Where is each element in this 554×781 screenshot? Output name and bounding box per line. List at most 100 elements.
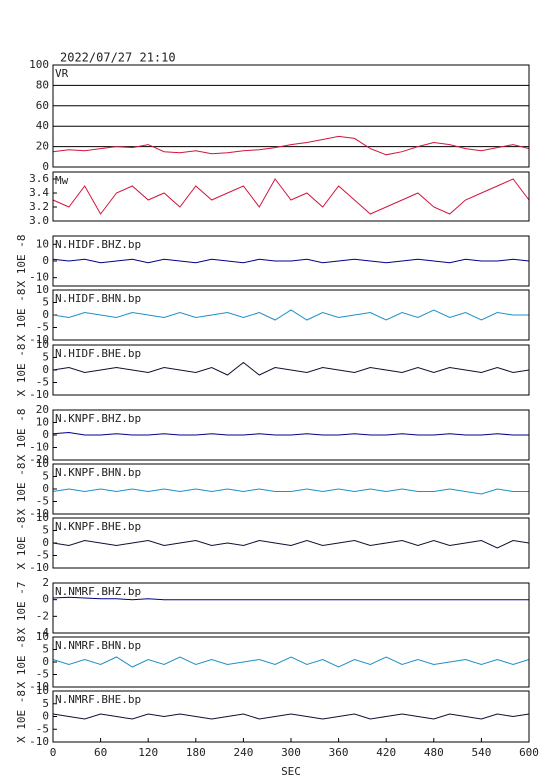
series-line bbox=[52, 135, 530, 156]
y-axis-label: X 10E -8 bbox=[15, 344, 28, 397]
x-tick-label: 360 bbox=[329, 746, 349, 759]
y-tick-label: 5 bbox=[42, 643, 49, 656]
panel-label: N.HIDF.BHE.bp bbox=[55, 347, 141, 360]
panel-frame bbox=[52, 289, 530, 341]
x-tick-label: 240 bbox=[233, 746, 253, 759]
panel-frame bbox=[52, 463, 530, 515]
y-tick-label: -10 bbox=[29, 388, 49, 401]
y-tick-label: 5 bbox=[42, 470, 49, 483]
y-tick-label: 10 bbox=[36, 457, 49, 470]
y-tick-label: 0 bbox=[42, 308, 49, 321]
y-axis-label: X 10E -8 bbox=[15, 636, 28, 689]
x-tick-label: 540 bbox=[471, 746, 491, 759]
y-tick-label: 0 bbox=[42, 710, 49, 723]
panel-label: VR bbox=[55, 67, 69, 80]
y-tick-label: 5 bbox=[42, 351, 49, 364]
y-tick-label: -10 bbox=[29, 561, 49, 574]
y-tick-label: -5 bbox=[36, 376, 49, 389]
y-tick-label: 20 bbox=[36, 403, 49, 416]
y-tick-label: -10 bbox=[29, 507, 49, 520]
y-tick-label: 10 bbox=[36, 630, 49, 643]
panel-frame bbox=[52, 64, 530, 168]
y-tick-label: 10 bbox=[36, 511, 49, 524]
y-axis-label: X 10E -8 bbox=[15, 289, 28, 342]
y-tick-label: -5 bbox=[36, 321, 49, 334]
y-tick-label: 60 bbox=[36, 99, 49, 112]
y-tick-label: -10 bbox=[29, 271, 49, 284]
panel-label: N.KNPF.BHN.bp bbox=[55, 466, 141, 479]
y-axis-label: X 10E -8 bbox=[15, 409, 28, 462]
y-tick-label: 5 bbox=[42, 524, 49, 537]
y-tick-label: 80 bbox=[36, 78, 49, 91]
y-tick-label: 3.6 bbox=[29, 172, 49, 185]
series-line bbox=[52, 258, 530, 264]
y-tick-label: -10 bbox=[29, 441, 49, 454]
y-tick-label: 0 bbox=[42, 254, 49, 267]
y-tick-label: -10 bbox=[29, 333, 49, 346]
y-tick-label: 10 bbox=[36, 237, 49, 250]
y-tick-label: 40 bbox=[36, 119, 49, 132]
x-tick-label: 60 bbox=[94, 746, 107, 759]
y-tick-label: 10 bbox=[36, 684, 49, 697]
y-tick-label: -5 bbox=[36, 549, 49, 562]
panel-frame bbox=[52, 235, 530, 287]
series-line bbox=[52, 431, 529, 436]
panel-frame bbox=[52, 582, 530, 634]
x-tick-label: 120 bbox=[138, 746, 158, 759]
y-tick-label: 0 bbox=[42, 536, 49, 549]
y-tick-label: -2 bbox=[36, 609, 49, 622]
x-tick-label: 180 bbox=[186, 746, 206, 759]
y-tick-label: 10 bbox=[36, 283, 49, 296]
series-line bbox=[52, 309, 529, 321]
x-tick-label: 300 bbox=[281, 746, 301, 759]
y-tick-label: -10 bbox=[29, 680, 49, 693]
y-axis-label: X 10E -7 bbox=[15, 582, 28, 635]
panel-label: N.NMRF.BHN.bp bbox=[55, 639, 141, 652]
panel-label: N.KNPF.BHZ.bp bbox=[55, 412, 141, 425]
y-tick-label: 2 bbox=[42, 576, 49, 589]
y-tick-label: 0 bbox=[42, 160, 49, 173]
panel-frame bbox=[52, 344, 530, 396]
y-tick-label: 3.4 bbox=[29, 186, 49, 199]
y-axis-label: X 10E -8 bbox=[15, 690, 28, 743]
y-tick-label: 100 bbox=[29, 58, 49, 71]
panel-frame bbox=[52, 409, 530, 461]
x-tick-label: 600 bbox=[519, 746, 539, 759]
panel-label: N.HIDF.BHN.bp bbox=[55, 292, 141, 305]
y-tick-label: 0 bbox=[42, 428, 49, 441]
panel-frame bbox=[52, 636, 530, 688]
x-axis-label: SEC bbox=[281, 765, 301, 778]
y-tick-label: -5 bbox=[36, 495, 49, 508]
panel-frame bbox=[52, 171, 530, 222]
y-tick-label: 10 bbox=[36, 338, 49, 351]
x-tick-label: 480 bbox=[424, 746, 444, 759]
y-tick-label: 5 bbox=[42, 296, 49, 309]
y-tick-label: -10 bbox=[29, 735, 49, 748]
y-tick-label: -5 bbox=[36, 668, 49, 681]
x-tick-label: 420 bbox=[376, 746, 396, 759]
y-tick-label: 0 bbox=[42, 363, 49, 376]
y-tick-label: 10 bbox=[36, 416, 49, 429]
series-line bbox=[52, 539, 530, 549]
y-tick-label: 0 bbox=[42, 593, 49, 606]
x-tick-label: 0 bbox=[50, 746, 57, 759]
series-line bbox=[52, 713, 530, 720]
series-line bbox=[52, 178, 530, 215]
y-tick-label: 5 bbox=[42, 697, 49, 710]
y-axis-label: X 10E -8 bbox=[15, 235, 28, 288]
y-tick-label: -5 bbox=[36, 722, 49, 735]
y-axis-label: X 10E -8 bbox=[15, 517, 28, 570]
y-tick-label: 20 bbox=[36, 140, 49, 153]
panel-label: Mw bbox=[55, 174, 69, 187]
y-tick-label: 0 bbox=[42, 655, 49, 668]
chart-title: 2022/07/27 21:10 bbox=[60, 51, 176, 65]
panel-label: N.NMRF.BHZ.bp bbox=[55, 585, 141, 598]
y-tick-label: -4 bbox=[36, 626, 50, 639]
panel-label: N.KNPF.BHE.bp bbox=[55, 520, 141, 533]
series-line bbox=[52, 361, 530, 376]
y-tick-label: 3.0 bbox=[29, 214, 49, 227]
y-axis-label: X 10E -8 bbox=[15, 463, 28, 516]
y-tick-label: 3.2 bbox=[29, 200, 49, 213]
y-tick-label: -20 bbox=[29, 453, 49, 466]
